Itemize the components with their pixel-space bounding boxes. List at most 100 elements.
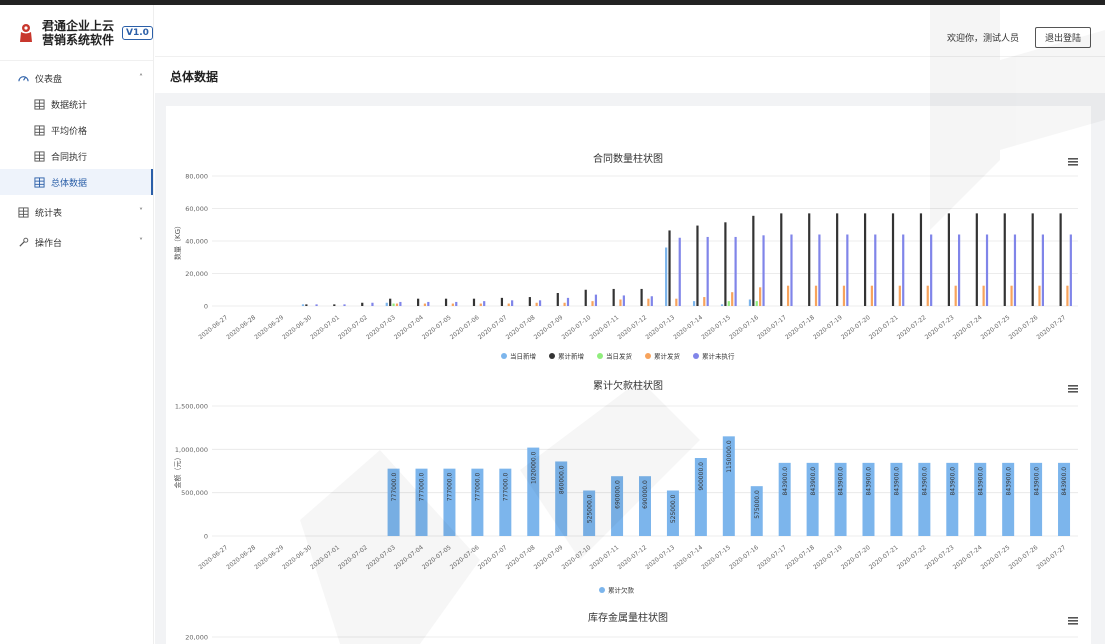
chart1-xtick-label: 2020-07-17: [756, 314, 788, 341]
chart1-bar: [399, 301, 402, 306]
chart1-bar: [748, 299, 752, 306]
chart2-menu-icon[interactable]: [1068, 385, 1078, 393]
chart2-data-label: 843900.0: [838, 467, 845, 496]
chart2-xtick-label: 2020-07-06: [449, 544, 481, 571]
sidebar-item-data-stats[interactable]: 数据统计: [0, 91, 153, 117]
chart1-bar: [507, 303, 510, 306]
chart2-xtick-label: 2020-07-26: [1008, 544, 1040, 571]
chart1-bar: [556, 293, 559, 306]
chart2-data-label: 777000.0: [391, 472, 398, 501]
chart1-bar: [762, 235, 765, 306]
chart2-xtick-label: 2020-06-28: [225, 544, 257, 571]
chart1-bar: [455, 301, 458, 306]
chart2-bar: [806, 462, 819, 536]
chart1-bar: [696, 225, 699, 306]
chart1-xtick-label: 2020-07-01: [309, 314, 341, 341]
chart2-xtick-label: 2020-07-03: [365, 544, 397, 571]
chart1-bar: [665, 247, 668, 306]
chart1-xtick-label: 2020-07-27: [1035, 314, 1067, 341]
chart1-bar: [874, 234, 877, 306]
top-border: [0, 0, 1105, 5]
chart1-bar: [479, 303, 482, 306]
chart1-bar: [483, 301, 486, 306]
chart1-bar: [870, 285, 873, 306]
chart1-bar: [752, 215, 755, 306]
chart2-ytick-label: 500,000: [181, 489, 208, 497]
chart3-menu-icon[interactable]: [1068, 617, 1078, 625]
chart1-bar: [846, 234, 849, 306]
chart2-bar: [639, 476, 651, 536]
chart1-bar: [500, 297, 504, 306]
chart2-legend-label: 累计欠款: [608, 586, 635, 595]
chart1-bar: [706, 236, 709, 306]
chart2-bar: [499, 468, 512, 536]
chart2-ytick-label: 1,000,000: [175, 446, 208, 454]
chart1-xtick-label: 2020-07-24: [952, 314, 984, 341]
chart1-menu-icon[interactable]: [1068, 158, 1078, 166]
nav-group-statistics[interactable]: 统计表 ˅: [0, 199, 153, 225]
chart2-data-label: 690000.0: [642, 480, 649, 509]
chart1-bar: [1003, 213, 1006, 306]
chart2-xtick-label: 2020-07-07: [477, 544, 509, 571]
chart1-bar: [727, 301, 730, 306]
sidebar-item-overall-data[interactable]: 总体数据: [0, 169, 153, 195]
chart1-bar: [780, 213, 783, 306]
chart1-bar: [528, 297, 531, 306]
nav-group-dashboard[interactable]: 仪表盘 ˄: [0, 65, 153, 91]
chart2-bar: [862, 462, 875, 536]
chart1-xtick-label: 2020-07-22: [896, 314, 928, 341]
chart1-xtick-label: 2020-07-07: [477, 314, 509, 341]
chart1-bar: [315, 304, 318, 306]
chart3-title: 库存金属量柱状图: [588, 611, 668, 624]
nav-group-console[interactable]: 操作台 ˅: [0, 229, 153, 255]
chart2-xtick-label: 2020-07-01: [309, 544, 341, 571]
chart1-xtick-label: 2020-07-06: [449, 314, 481, 341]
nav-group-dashboard-label: 仪表盘: [35, 74, 63, 85]
chart1-xtick-label: 2020-06-29: [253, 314, 285, 341]
chart1-bar: [444, 298, 448, 306]
chart2-xtick-label: 2020-07-05: [421, 544, 453, 571]
chart1-bar: [343, 304, 346, 306]
chart1-bar: [926, 285, 929, 306]
chart1-bar: [511, 300, 514, 306]
chart1-bar: [985, 234, 989, 306]
chart2-data-label: 843900.0: [894, 467, 901, 496]
chart1-xtick-label: 2020-07-15: [700, 314, 732, 341]
chart2-xtick-label: 2020-07-16: [728, 544, 760, 571]
chart1-bar: [535, 302, 538, 306]
brand-logo-icon: [20, 23, 32, 42]
chart2-bar: [387, 468, 400, 536]
chart2-bar: [527, 447, 540, 536]
sidebar-item-average-price[interactable]: 平均价格: [0, 117, 153, 143]
chart1-bar: [1066, 285, 1069, 306]
chart1-xtick-label: 2020-06-27: [197, 314, 229, 341]
sidebar-item-label: 总体数据: [51, 178, 88, 189]
chart1-bar: [301, 304, 305, 306]
chart1-bar: [692, 301, 696, 306]
chart2-data-label: 860000.0: [558, 465, 565, 494]
chart1-legend-marker: [693, 353, 699, 359]
table-icon: [34, 176, 45, 188]
chart1-bar: [566, 297, 570, 306]
chart1-xtick-label: 2020-07-16: [728, 314, 760, 341]
chart1-bar: [957, 234, 961, 306]
menu-bar: [1068, 158, 1078, 160]
chart1-xtick-label: 2020-07-05: [421, 314, 453, 341]
chart2-data-label: 843900.0: [1005, 467, 1012, 496]
chart2-data-label: 1020000.0: [530, 451, 537, 484]
chart1-bar: [640, 288, 643, 306]
chart1-ytick-label: 20,000: [185, 270, 208, 278]
chart1-ytick-label: 40,000: [185, 238, 208, 246]
menu-bar: [1068, 388, 1078, 390]
chart1-ytick-label: 80,000: [185, 173, 208, 181]
chart1-bar: [982, 285, 985, 306]
sidebar-item-contract-execution[interactable]: 合同执行: [0, 143, 153, 169]
chart1-xtick-label: 2020-07-09: [533, 314, 565, 341]
chart1-bar: [842, 285, 846, 306]
logout-button[interactable]: 退出登陆: [1034, 27, 1091, 48]
chart1-xtick-label: 2020-06-30: [281, 314, 313, 341]
chart1-bar: [814, 285, 818, 306]
chart1-bar: [891, 213, 895, 306]
chart1-bar: [305, 304, 308, 306]
